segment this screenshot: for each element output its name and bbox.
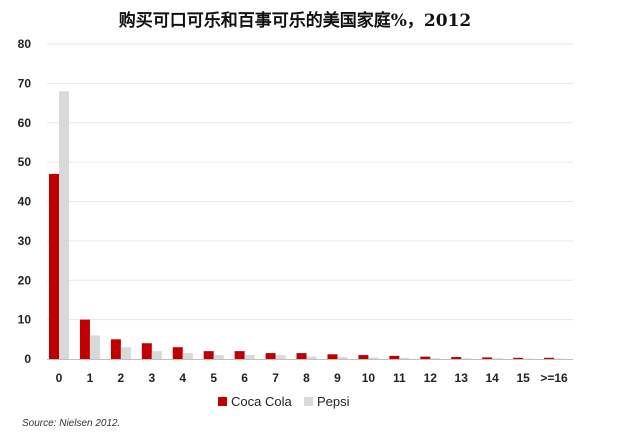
bar-pepsi: [245, 355, 255, 359]
bar-coca-cola: [111, 339, 121, 359]
x-tick-label: 9: [334, 371, 341, 385]
bar-pepsi: [214, 355, 224, 359]
bar-pepsi: [368, 357, 378, 359]
bar-pepsi: [337, 357, 347, 359]
y-axis-ticks: 0 10 20 30 40 50 60 70 80: [18, 37, 32, 366]
legend: Coca Cola Pepsi: [218, 394, 350, 409]
bar-coca-cola: [266, 353, 276, 359]
bar-pepsi: [59, 91, 69, 359]
bars: [49, 91, 564, 359]
bar-coca-cola: [297, 353, 307, 359]
y-tick-label: 10: [18, 313, 32, 327]
x-tick-label: 15: [516, 371, 530, 385]
gridlines: [47, 44, 573, 320]
x-tick-label: >=16: [540, 371, 568, 385]
bar-pepsi: [90, 335, 100, 359]
x-tick-label: 14: [485, 371, 499, 385]
x-tick-label: 2: [118, 371, 125, 385]
legend-label: Coca Cola: [231, 394, 292, 409]
x-tick-label: 12: [424, 371, 438, 385]
x-tick-label: 1: [87, 371, 94, 385]
bar-coca-cola: [451, 357, 461, 359]
legend-swatch: [218, 397, 227, 406]
bar-coca-cola: [389, 356, 399, 359]
x-tick-label: 13: [455, 371, 469, 385]
chart-title: 购买可口可乐和百事可乐的美国家庭%，2012: [119, 10, 471, 31]
bar-coca-cola: [420, 357, 430, 359]
y-tick-label: 0: [24, 352, 31, 366]
bar-coca-cola: [49, 174, 59, 359]
bar-coca-cola: [204, 351, 214, 359]
legend-label: Pepsi: [317, 394, 350, 409]
legend-swatch: [304, 397, 313, 406]
x-tick-label: 5: [210, 371, 217, 385]
bar-coca-cola: [80, 320, 90, 359]
bar-coca-cola: [327, 354, 337, 359]
x-tick-label: 8: [303, 371, 310, 385]
y-tick-label: 30: [18, 234, 32, 248]
x-tick-label: 10: [362, 371, 376, 385]
bar-pepsi: [121, 347, 131, 359]
bar-coca-cola: [235, 351, 245, 359]
bar-coca-cola: [142, 343, 152, 359]
bar-coca-cola: [358, 355, 368, 359]
y-tick-label: 70: [18, 76, 32, 90]
bar-coca-cola: [482, 357, 492, 359]
bar-coca-cola: [544, 358, 554, 359]
bar-pepsi: [183, 353, 193, 359]
x-tick-label: 0: [56, 371, 63, 385]
x-tick-label: 7: [272, 371, 279, 385]
bar-pepsi: [399, 358, 409, 359]
x-tick-label: 4: [179, 371, 186, 385]
y-tick-label: 80: [18, 37, 32, 51]
bar-pepsi: [152, 351, 162, 359]
x-tick-label: 11: [393, 371, 406, 385]
bar-pepsi: [307, 357, 317, 359]
x-tick-label: 6: [241, 371, 248, 385]
y-tick-label: 60: [18, 116, 32, 130]
y-tick-label: 50: [18, 155, 32, 169]
bar-pepsi: [430, 358, 440, 359]
bar-coca-cola: [513, 358, 523, 359]
y-tick-label: 40: [18, 195, 32, 209]
bar-coca-cola: [173, 347, 183, 359]
bar-pepsi: [276, 355, 286, 359]
bar-pepsi: [461, 358, 471, 359]
bar-pepsi: [492, 358, 502, 359]
y-tick-label: 20: [18, 273, 32, 287]
source-note: Source: Nielsen 2012.: [22, 418, 120, 429]
x-tick-label: 3: [148, 371, 155, 385]
